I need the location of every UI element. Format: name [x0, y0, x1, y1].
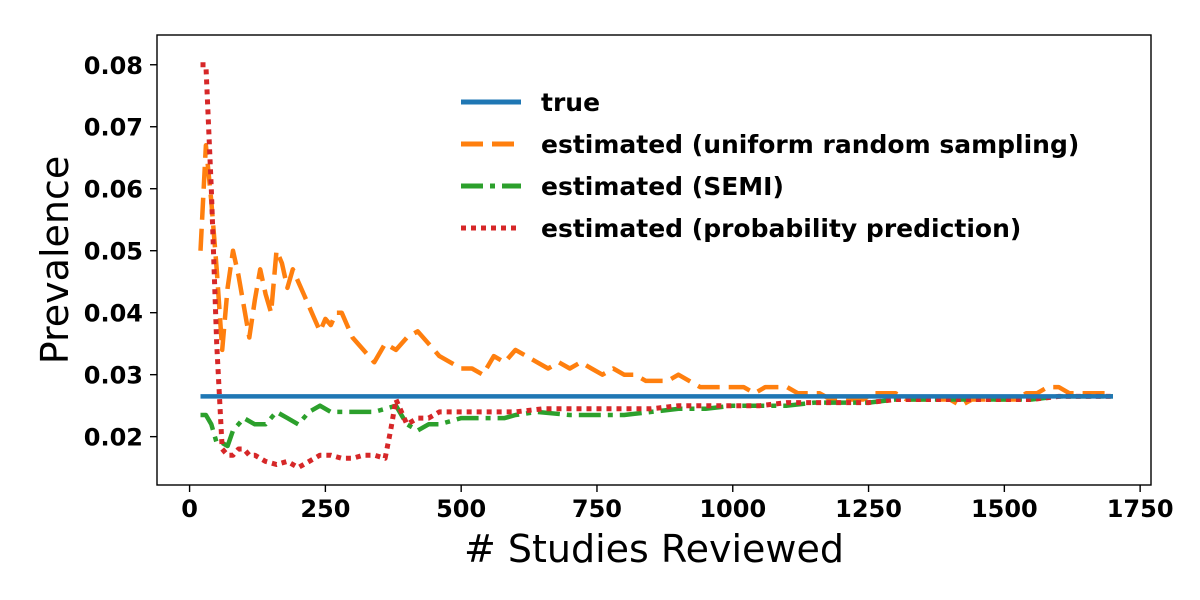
y-axis-ticks: 0.02 0.03 0.04 0.05 0.06 0.07 0.08 [84, 52, 157, 452]
x-tick-label: 1750 [1107, 495, 1174, 523]
x-tick-label: 1000 [699, 495, 766, 523]
legend-label-3: estimated (probability prediction) [541, 214, 1021, 243]
legend-label-1: estimated (uniform random sampling) [541, 130, 1079, 159]
y-tick-label: 0.04 [84, 300, 143, 328]
x-tick-label: 250 [300, 495, 350, 523]
x-axis-ticks: 0 250 500 750 1000 1250 1500 1750 [181, 485, 1174, 523]
legend: true estimated (uniform random sampling) e… [461, 88, 1079, 243]
x-axis-title: # Studies Reviewed [464, 527, 844, 571]
series-line-3 [200, 62, 1113, 471]
series-layer [198, 62, 1113, 471]
y-tick-label: 0.03 [84, 362, 143, 390]
y-tick-label: 0.02 [84, 424, 143, 452]
y-tick-label: 0.05 [84, 238, 143, 266]
y-axis-title: Prevalence [33, 156, 77, 364]
x-tick-label: 1250 [835, 495, 902, 523]
x-tick-label: 750 [572, 495, 622, 523]
series-line-1 [198, 143, 1113, 408]
plot-frame [156, 34, 1152, 486]
x-tick-label: 500 [436, 495, 486, 523]
legend-label-2: estimated (SEMI) [541, 172, 784, 201]
x-tick-label: 1500 [971, 495, 1038, 523]
legend-label-0: true [541, 88, 600, 117]
y-tick-label: 0.07 [84, 114, 143, 142]
y-tick-label: 0.06 [84, 176, 143, 204]
x-tick-label: 0 [181, 495, 198, 523]
y-tick-label: 0.08 [84, 52, 143, 80]
